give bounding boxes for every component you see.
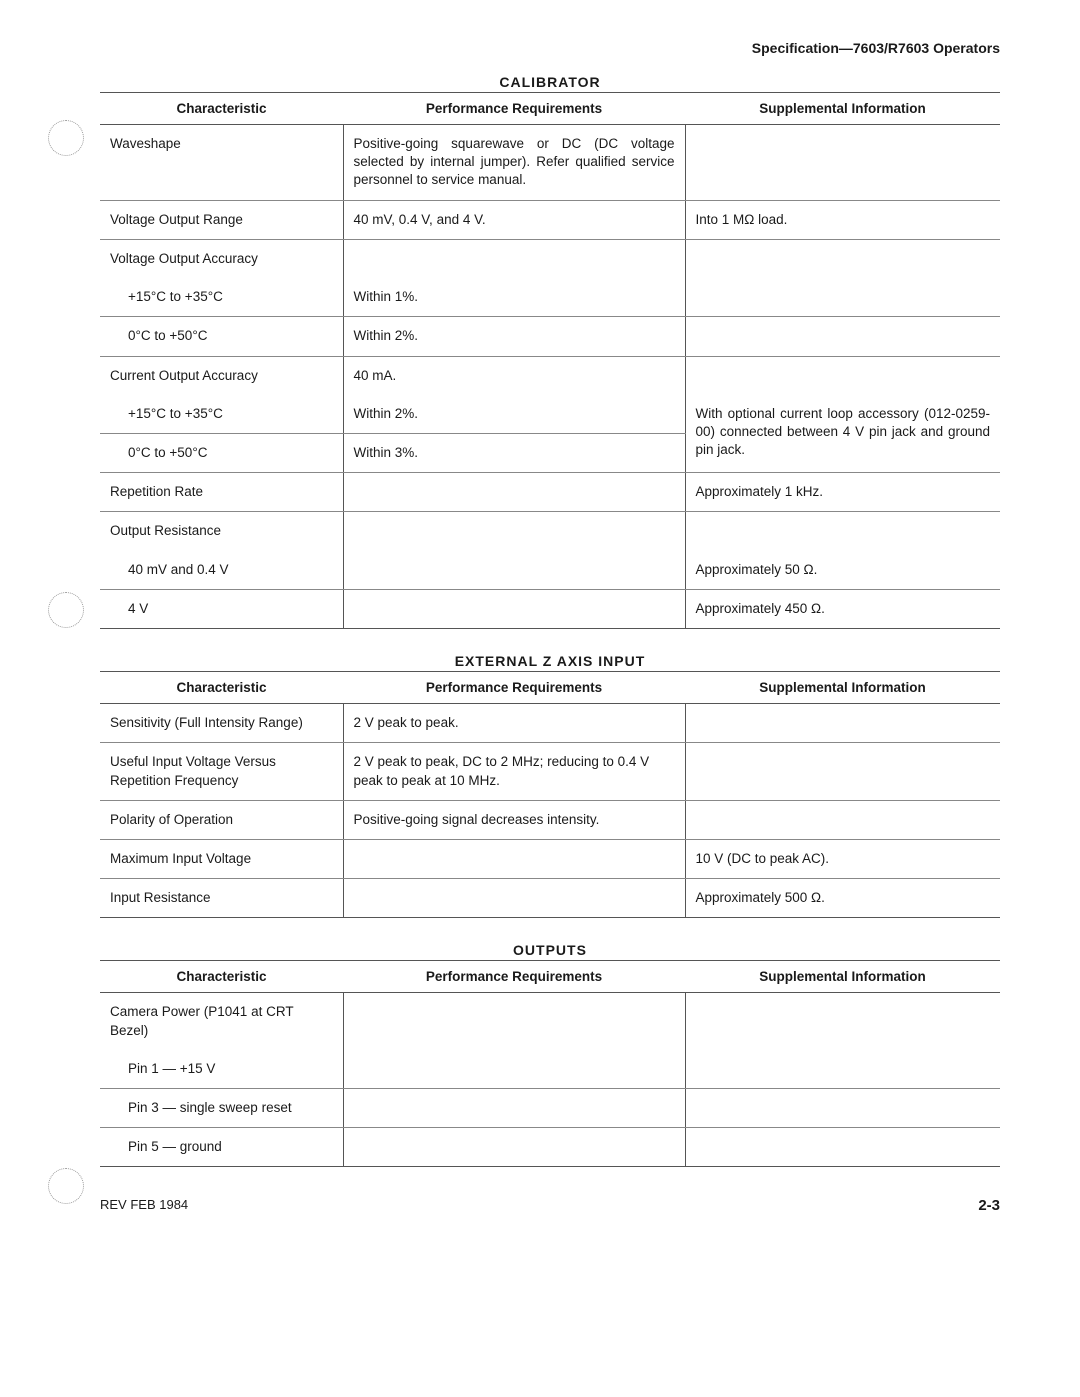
supplemental-cell	[685, 704, 1000, 743]
column-header: Performance Requirements	[343, 961, 685, 993]
supplemental-cell	[685, 1050, 1000, 1089]
supplemental-cell: Into 1 MΩ load.	[685, 200, 1000, 239]
characteristic-cell: Pin 5 — ground	[100, 1128, 343, 1167]
characteristic-cell: 4 V	[100, 589, 343, 628]
supplemental-cell: With optional current loop accessory (01…	[685, 395, 1000, 473]
column-header: Characteristic	[100, 672, 343, 704]
supplemental-cell	[685, 743, 1000, 800]
supplemental-cell	[685, 356, 1000, 395]
supplemental-cell: Approximately 450 Ω.	[685, 589, 1000, 628]
column-header: Supplemental Information	[685, 961, 1000, 993]
performance-cell	[343, 839, 685, 878]
column-header: Supplemental Information	[685, 672, 1000, 704]
characteristic-cell: Output Resistance	[100, 512, 343, 551]
supplemental-cell	[685, 1128, 1000, 1167]
supplemental-cell	[685, 239, 1000, 278]
characteristic-cell: +15°C to +35°C	[100, 395, 343, 434]
column-header: Performance Requirements	[343, 672, 685, 704]
characteristic-cell: 0°C to +50°C	[100, 433, 343, 472]
characteristic-cell: Pin 1 — +15 V	[100, 1050, 343, 1089]
table-title: CALIBRATOR	[100, 74, 1000, 90]
table-title: OUTPUTS	[100, 942, 1000, 958]
performance-cell: 2 V peak to peak.	[343, 704, 685, 743]
characteristic-cell: 0°C to +50°C	[100, 317, 343, 356]
column-header: Characteristic	[100, 961, 343, 993]
characteristic-cell: +15°C to +35°C	[100, 278, 343, 317]
spec-table: CharacteristicPerformance RequirementsSu…	[100, 92, 1000, 629]
characteristic-cell: Pin 3 — single sweep reset	[100, 1089, 343, 1128]
performance-cell: 40 mA.	[343, 356, 685, 395]
performance-cell: Within 3%.	[343, 433, 685, 472]
performance-cell: 40 mV, 0.4 V, and 4 V.	[343, 200, 685, 239]
characteristic-cell: Waveshape	[100, 125, 343, 201]
performance-cell	[343, 1050, 685, 1089]
supplemental-cell: Approximately 50 Ω.	[685, 551, 1000, 590]
binder-hole-icon	[48, 592, 84, 628]
performance-cell: Positive-going squarewave or DC (DC volt…	[343, 125, 685, 201]
supplemental-cell	[685, 1089, 1000, 1128]
performance-cell	[343, 993, 685, 1050]
performance-cell: Within 2%.	[343, 317, 685, 356]
supplemental-cell: Approximately 1 kHz.	[685, 473, 1000, 512]
column-header: Performance Requirements	[343, 93, 685, 125]
performance-cell	[343, 551, 685, 590]
characteristic-cell: Current Output Accuracy	[100, 356, 343, 395]
characteristic-cell: Useful Input Voltage Versus Repetition F…	[100, 743, 343, 800]
revision-date: REV FEB 1984	[100, 1197, 188, 1214]
characteristic-cell: Sensitivity (Full Intensity Range)	[100, 704, 343, 743]
supplemental-cell	[685, 125, 1000, 201]
characteristic-cell: Repetition Rate	[100, 473, 343, 512]
column-header: Supplemental Information	[685, 93, 1000, 125]
performance-cell: Positive-going signal decreases intensit…	[343, 800, 685, 839]
performance-cell	[343, 1089, 685, 1128]
supplemental-cell: 10 V (DC to peak AC).	[685, 839, 1000, 878]
characteristic-cell: Voltage Output Accuracy	[100, 239, 343, 278]
spec-table: CharacteristicPerformance RequirementsSu…	[100, 671, 1000, 918]
performance-cell	[343, 512, 685, 551]
spec-table: CharacteristicPerformance RequirementsSu…	[100, 960, 1000, 1167]
performance-cell: 2 V peak to peak, DC to 2 MHz; reducing …	[343, 743, 685, 800]
characteristic-cell: 40 mV and 0.4 V	[100, 551, 343, 590]
supplemental-cell: Approximately 500 Ω.	[685, 879, 1000, 918]
characteristic-cell: Voltage Output Range	[100, 200, 343, 239]
supplemental-cell	[685, 800, 1000, 839]
supplemental-cell	[685, 278, 1000, 317]
characteristic-cell: Polarity of Operation	[100, 800, 343, 839]
binder-hole-icon	[48, 1168, 84, 1204]
performance-cell: Within 1%.	[343, 278, 685, 317]
page-header: Specification—7603/R7603 Operators	[100, 40, 1000, 56]
supplemental-cell	[685, 317, 1000, 356]
table-title: EXTERNAL Z AXIS INPUT	[100, 653, 1000, 669]
performance-cell	[343, 239, 685, 278]
characteristic-cell: Maximum Input Voltage	[100, 839, 343, 878]
page-footer: REV FEB 1984 2-3	[100, 1197, 1000, 1214]
performance-cell	[343, 473, 685, 512]
characteristic-cell: Camera Power (P1041 at CRT Bezel)	[100, 993, 343, 1050]
binder-hole-icon	[48, 120, 84, 156]
column-header: Characteristic	[100, 93, 343, 125]
characteristic-cell: Input Resistance	[100, 879, 343, 918]
page-number: 2-3	[978, 1197, 1000, 1214]
performance-cell	[343, 879, 685, 918]
supplemental-cell	[685, 512, 1000, 551]
supplemental-cell	[685, 993, 1000, 1050]
performance-cell	[343, 1128, 685, 1167]
performance-cell: Within 2%.	[343, 395, 685, 434]
performance-cell	[343, 589, 685, 628]
